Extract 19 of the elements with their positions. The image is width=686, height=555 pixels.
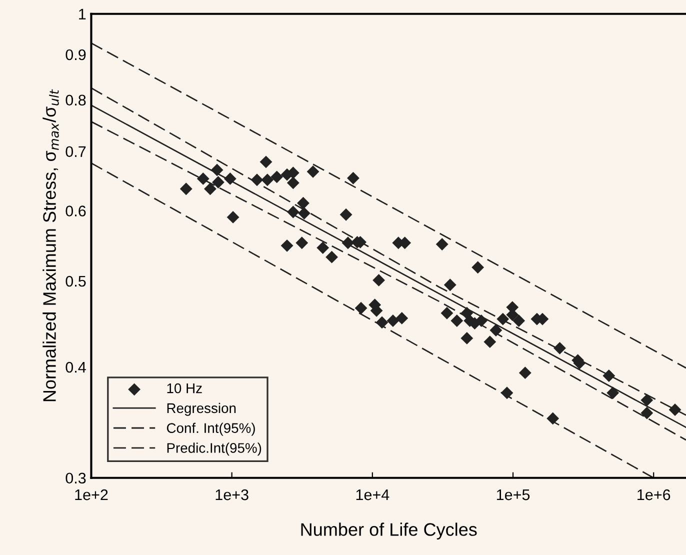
y-tick-label: 0.7 (66, 146, 86, 158)
x-tick-label: 1e+6 (638, 489, 670, 500)
y-tick-label: 0.9 (66, 49, 86, 60)
x-axis-title: Number of Life Cycles (301, 522, 477, 540)
y-axis-title: Normalized Maximum Stress, σ$_{max}$/σ$_{ult}$ (42, 89, 59, 402)
x-tick-label: 1e+2 (75, 489, 108, 500)
y-tick-label: 0.5 (66, 276, 86, 287)
legend-label: Regression (167, 402, 236, 416)
x-tick-label: 1e+4 (356, 490, 390, 500)
legend-label: Predic.Int(95%) (167, 442, 262, 456)
x-tick-label: 1e+3 (216, 489, 248, 500)
y-tick-label: 0.6 (66, 206, 86, 216)
y-tick-label: 0.8 (66, 94, 86, 106)
legend-label: 10 Hz (167, 383, 202, 394)
x-tick-label: 1e+5 (496, 490, 530, 500)
legend-label: Conf. Int(95%) (166, 422, 255, 436)
y-tick-label: 0.3 (66, 472, 86, 484)
y-tick-label: 0.4 (66, 362, 86, 373)
y-tick-label: 1 (79, 8, 86, 20)
